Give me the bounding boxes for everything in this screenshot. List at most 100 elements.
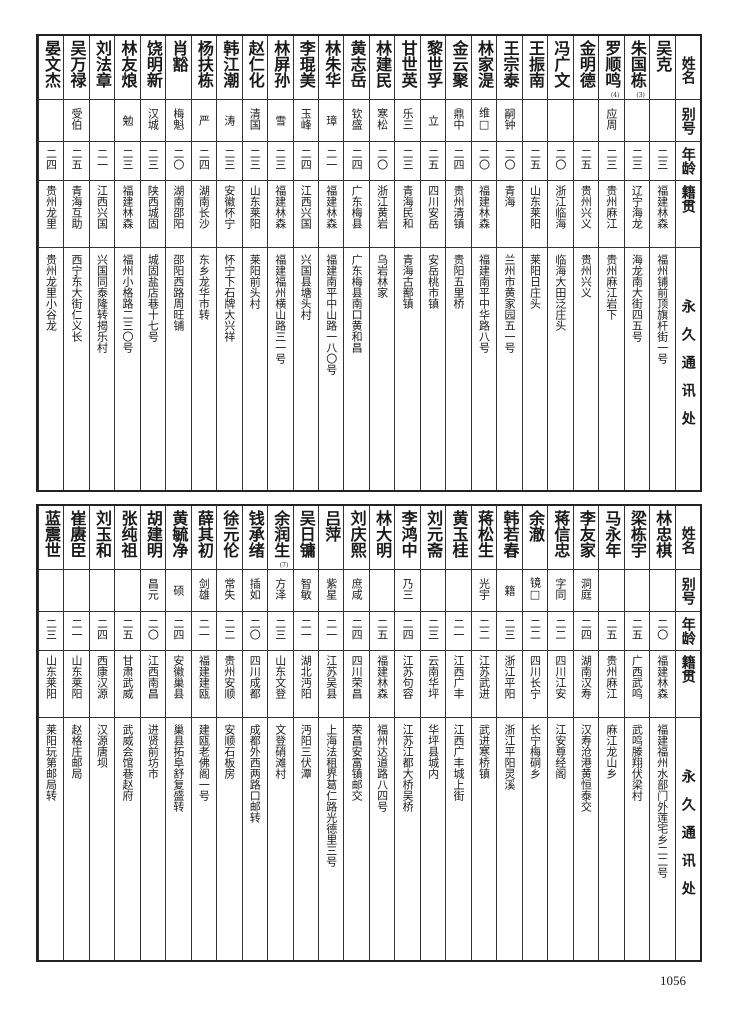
age-cell: 二三 [599,142,624,181]
name-cell: 吴日镛 [293,506,318,570]
origin-text: 江西广丰 [452,655,466,699]
person-column: 刘庆熙 庶咸 二四 四川荣昌 荣昌安富镇邮交 [343,506,369,960]
origin-cell: 山东莱阳 [38,651,64,718]
address-text: 福建南平中华路八号 [477,254,491,353]
name-cell: 吴克 [650,36,675,100]
address-cell: 长宁梅硐乡 [523,718,547,960]
origin-cell: 安徽怀宁 [217,181,242,248]
age-cell: 二三 [395,142,420,181]
origin-cell: 福建林森 [268,181,293,248]
address-cell: 莱阳前头村 [243,248,267,490]
age-cell: 二五 [369,612,395,651]
alias-text: 紫星 [324,577,338,600]
alias-cell [446,570,471,612]
address-text: 临海大田泛庄头 [553,254,567,331]
age-text: 二四 [197,148,211,170]
person-column: 赵仁化 清国 二三 山东莱阳 莱阳前头村 [241,36,268,490]
address-cell: 福州达道路八四号 [370,718,394,960]
age-cell: 二四 [166,612,191,651]
name-text: 胡建明 [143,510,163,558]
person-column: 韩江潮涛二三 安徽怀宁 怀宁下石牌大兴祥 [216,36,242,490]
person-column: 李琨美 玉峰 二四 江西兴国 兴国县塘头村 [292,36,318,490]
alias-text: 插如 [248,577,262,600]
address-text: 广东梅县南口黄和昌 [350,254,364,353]
header-column: 姓名 别号 年龄 籍贯 永久通讯处 [674,36,700,490]
address-cell: 临海大田泛庄头 [548,248,572,490]
name-text: 黄志岳 [347,40,367,88]
name-text: 蒋信忠 [551,510,571,558]
origin-text: 山东莱阳 [44,655,58,699]
age-text: 二〇 [146,618,160,640]
alias-text: 严 [197,115,211,126]
age-text: 二四 [452,148,466,170]
address-cell: 安岳桃市镇 [421,248,445,490]
address-cell: 福建南平中山路一八〇号 [319,248,343,490]
header-origin: 籍贯 [675,181,700,248]
name-cell: 冯广文 [548,36,573,100]
address-cell: 武威会馆巷赵府 [115,718,139,960]
age-cell: 二三 [242,142,268,181]
alias-text: 硕 [171,585,185,596]
age-text: 二〇 [477,148,491,170]
name-text: 黎世孚 [424,40,444,88]
address-cell: 汉寿沧港黄恒泰交 [574,718,598,960]
name-cell: 林朱华 [318,36,344,100]
address-text: 汉寿沧港黄恒泰交 [579,724,593,812]
age-text: 二三 [146,148,160,170]
alias-text: 应周 [604,107,618,130]
name-text: 甘世英 [398,40,418,88]
age-text: 二〇 [553,148,567,170]
name-text: 马永年 [602,510,622,558]
origin-text: 福建林森 [655,185,669,229]
age-text: 二〇 [248,618,262,640]
address-text: 麻江龙山乡 [604,724,618,779]
name-text: 吴万禄 [67,40,87,88]
origin-cell: 贵州兴义 [573,181,599,248]
address-text: 成都外西两路口邮转 [248,724,262,823]
origin-text: 甘肃武威 [120,655,134,699]
address-text: 赵格庄邮局 [70,724,84,779]
alias-text: 智敏 [299,577,313,600]
origin-text: 江西南昌 [146,655,160,699]
person-column: 胡建明 昌元 二〇 江西南昌 进贤前坊市 [139,506,166,960]
name-cell: 黄玉桂 [446,506,471,570]
age-cell: 二〇 [140,612,166,651]
alias-cell: 籍 [497,570,522,612]
address-text: 莱阳日庄头 [528,254,542,309]
alias-text: 清国 [248,107,262,130]
age-cell: 二一 [191,612,217,651]
address-cell: 成都外西两路口邮转 [243,718,267,960]
person-column: 梁栋宇 二五 广西武鸣 武鸣滕翔伏梁村 [623,506,650,960]
address-cell: 东乡龙华市转 [192,248,216,490]
alias-cell: 乃三 [395,570,420,612]
origin-text: 江西兴国 [299,185,313,229]
age-cell: 二一 [318,142,344,181]
origin-text: 四川江安 [553,655,567,699]
origin-cell: 江苏武进 [471,651,497,718]
age-text: 二三 [44,618,58,640]
age-cell: 二〇 [166,142,191,181]
origin-text: 贵州兴义 [579,185,593,229]
header-name: 姓名 [675,506,700,570]
person-column: 李鸿中 乃三 二四 江苏句容 江苏江都大桥吴桥 [394,506,420,960]
origin-cell: 云南华坪 [420,651,446,718]
age-text: 二〇 [171,148,185,170]
name-text: 黄玉桂 [449,510,469,558]
person-column: 刘元斋 二三 云南华坪 华坪县城内 [419,506,446,960]
age-cell: 二四 [344,612,369,651]
age-text: 二四 [299,148,313,170]
alias-text: 嗣钟 [502,107,516,130]
name-text: 余澈 [525,510,545,542]
name-cell: 赵仁化 [242,36,268,100]
alias-text: 立 [426,115,440,126]
age-text: 二〇 [502,148,516,170]
origin-text: 浙江临海 [553,185,567,229]
footnote-marker: (3) [636,92,645,99]
origin-cell: 福建林森 [471,181,497,248]
alias-cell: 钦盛 [344,100,369,142]
origin-text: 四川长宁 [528,655,542,699]
header-origin-label: 籍贯 [679,655,696,683]
header-age: 年龄 [675,612,700,651]
origin-cell: 山东文登 [268,651,293,718]
address-cell: 武进寒桥镇 [472,718,496,960]
